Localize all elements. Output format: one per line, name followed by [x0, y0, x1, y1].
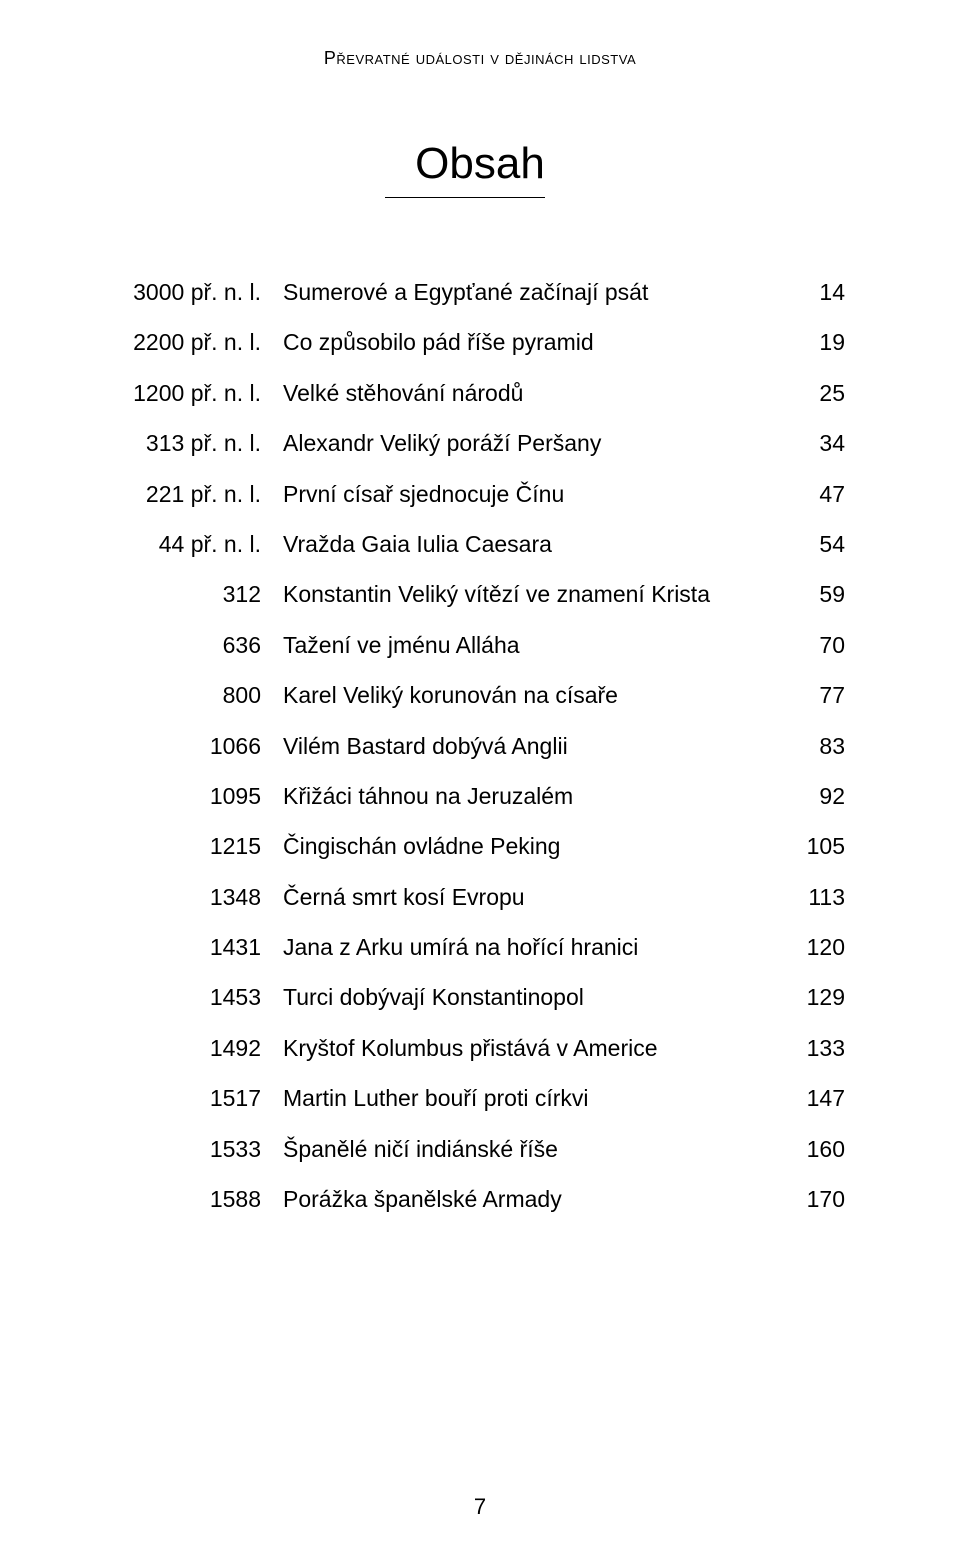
toc-title: První císař sjednocuje Čínu — [283, 480, 781, 510]
toc-year: 1517 — [115, 1084, 283, 1114]
toc-year: 1215 — [115, 832, 283, 862]
toc-row: 1066Vilém Bastard dobývá Anglii83 — [115, 732, 845, 762]
toc-year: 800 — [115, 681, 283, 711]
toc-page: 25 — [781, 379, 845, 409]
toc-row: 1095Křižáci táhnou na Jeruzalém92 — [115, 782, 845, 812]
toc-page: 105 — [781, 832, 845, 862]
toc-title: Čingischán ovládne Peking — [283, 832, 781, 862]
page-number: 7 — [0, 1494, 960, 1520]
toc-year: 312 — [115, 580, 283, 610]
table-of-contents: 3000 př. n. l.Sumerové a Egypťané začína… — [115, 278, 845, 1215]
toc-title: Karel Veliký korunován na císaře — [283, 681, 781, 711]
toc-year: 1492 — [115, 1034, 283, 1064]
toc-year: 1453 — [115, 983, 283, 1013]
toc-row: 1215Čingischán ovládne Peking105 — [115, 832, 845, 862]
title-block: Obsah — [115, 139, 845, 198]
toc-title: Porážka španělské Armady — [283, 1185, 781, 1215]
toc-row: 1431Jana z Arku umírá na hořící hranici1… — [115, 933, 845, 963]
toc-title: Španělé ničí indiánské říše — [283, 1135, 781, 1165]
toc-page: 54 — [781, 530, 845, 560]
toc-row: 3000 př. n. l.Sumerové a Egypťané začína… — [115, 278, 845, 308]
toc-row: 2200 př. n. l.Co způsobilo pád říše pyra… — [115, 328, 845, 358]
toc-row: 636Tažení ve jménu Alláha70 — [115, 631, 845, 661]
toc-row: 1533Španělé ničí indiánské říše160 — [115, 1135, 845, 1165]
title-rule — [385, 197, 545, 198]
toc-title: Tažení ve jménu Alláha — [283, 631, 781, 661]
toc-year: 44 př. n. l. — [115, 530, 283, 560]
toc-title: Co způsobilo pád říše pyramid — [283, 328, 781, 358]
toc-row: 1588Porážka španělské Armady170 — [115, 1185, 845, 1215]
toc-title: Vilém Bastard dobývá Anglii — [283, 732, 781, 762]
toc-row: 313 př. n. l.Alexandr Veliký poráží Perš… — [115, 429, 845, 459]
toc-page: 129 — [781, 983, 845, 1013]
toc-year: 1200 př. n. l. — [115, 379, 283, 409]
page: Převratné události v dějinách lidstva Ob… — [0, 0, 960, 1566]
toc-row: 1453Turci dobývají Konstantinopol129 — [115, 983, 845, 1013]
toc-page: 133 — [781, 1034, 845, 1064]
running-head: Převratné události v dějinách lidstva — [115, 48, 845, 69]
toc-title: Turci dobývají Konstantinopol — [283, 983, 781, 1013]
toc-year: 1431 — [115, 933, 283, 963]
toc-page: 14 — [781, 278, 845, 308]
toc-title: Alexandr Veliký poráží Peršany — [283, 429, 781, 459]
toc-row: 221 př. n. l.První císař sjednocuje Čínu… — [115, 480, 845, 510]
toc-row: 1200 př. n. l.Velké stěhování národů25 — [115, 379, 845, 409]
toc-page: 59 — [781, 580, 845, 610]
toc-year: 313 př. n. l. — [115, 429, 283, 459]
toc-title: Velké stěhování národů — [283, 379, 781, 409]
toc-year: 1588 — [115, 1185, 283, 1215]
toc-page: 83 — [781, 732, 845, 762]
toc-title: Křižáci táhnou na Jeruzalém — [283, 782, 781, 812]
toc-row: 1517Martin Luther bouří proti církvi147 — [115, 1084, 845, 1114]
toc-row: 1348Černá smrt kosí Evropu113 — [115, 883, 845, 913]
toc-page: 34 — [781, 429, 845, 459]
toc-title: Sumerové a Egypťané začínají psát — [283, 278, 781, 308]
toc-page: 113 — [781, 883, 845, 913]
toc-page: 147 — [781, 1084, 845, 1114]
toc-page: 77 — [781, 681, 845, 711]
toc-title: Kryštof Kolumbus přistává v Americe — [283, 1034, 781, 1064]
toc-row: 44 př. n. l.Vražda Gaia Iulia Caesara54 — [115, 530, 845, 560]
toc-title: Martin Luther bouří proti církvi — [283, 1084, 781, 1114]
toc-year: 1066 — [115, 732, 283, 762]
toc-year: 1095 — [115, 782, 283, 812]
toc-row: 800Karel Veliký korunován na císaře77 — [115, 681, 845, 711]
page-title: Obsah — [415, 139, 545, 195]
toc-title: Konstantin Veliký vítězí ve znamení Kris… — [283, 580, 781, 610]
toc-year: 221 př. n. l. — [115, 480, 283, 510]
toc-row: 312Konstantin Veliký vítězí ve znamení K… — [115, 580, 845, 610]
toc-page: 70 — [781, 631, 845, 661]
toc-page: 19 — [781, 328, 845, 358]
toc-row: 1492Kryštof Kolumbus přistává v Americe1… — [115, 1034, 845, 1064]
toc-page: 170 — [781, 1185, 845, 1215]
toc-page: 120 — [781, 933, 845, 963]
toc-title: Černá smrt kosí Evropu — [283, 883, 781, 913]
toc-page: 160 — [781, 1135, 845, 1165]
toc-year: 1348 — [115, 883, 283, 913]
toc-page: 47 — [781, 480, 845, 510]
toc-year: 636 — [115, 631, 283, 661]
toc-title: Jana z Arku umírá na hořící hranici — [283, 933, 781, 963]
toc-page: 92 — [781, 782, 845, 812]
toc-year: 1533 — [115, 1135, 283, 1165]
toc-year: 3000 př. n. l. — [115, 278, 283, 308]
toc-title: Vražda Gaia Iulia Caesara — [283, 530, 781, 560]
toc-year: 2200 př. n. l. — [115, 328, 283, 358]
